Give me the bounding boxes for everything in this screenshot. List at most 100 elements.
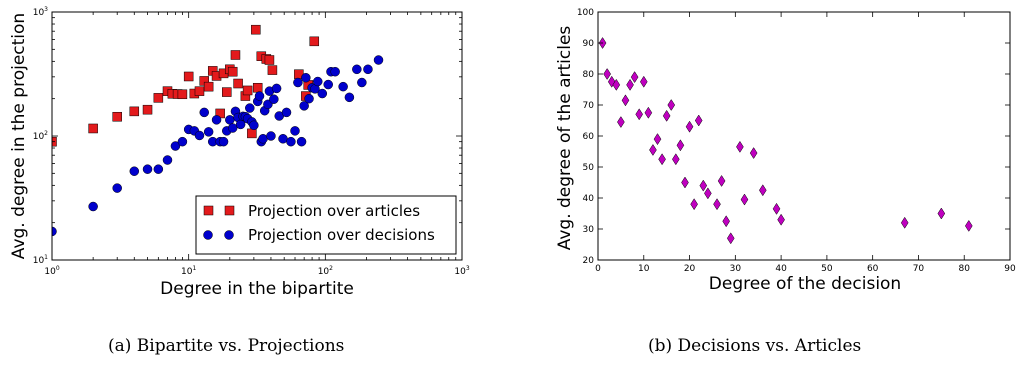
data-point-decisions — [266, 131, 276, 141]
data-point-decision — [694, 114, 703, 127]
data-point-decision — [603, 68, 611, 80]
data-point-decision — [690, 198, 698, 211]
data-point-articles — [233, 78, 243, 89]
y-tick-label: 50 — [583, 163, 595, 173]
data-point-decision — [621, 94, 630, 107]
data-point-decisions — [112, 183, 122, 193]
data-point-decision — [676, 139, 685, 152]
chart-a-y-tick-labels: 101 102 103 — [33, 6, 48, 266]
data-point-decision — [713, 198, 721, 211]
data-point-decision — [759, 184, 767, 197]
data-point-decisions — [225, 115, 235, 125]
data-point-articles — [203, 81, 214, 92]
y-tick-label: 40 — [583, 194, 595, 204]
y-tick-label: 101 — [33, 254, 48, 266]
data-point-decision — [965, 219, 973, 232]
data-point-articles — [88, 123, 98, 134]
chart-b-ticks — [597, 11, 1011, 261]
data-point-decisions — [194, 130, 205, 141]
data-point-decisions — [177, 136, 188, 147]
x-tick-label: 0 — [595, 264, 601, 274]
data-point-decisions — [218, 136, 229, 147]
caption-a: (a) Bipartite vs. Projections — [108, 336, 345, 356]
data-point-decisions — [52, 226, 57, 237]
data-point-decision — [630, 71, 639, 84]
legend-marker-articles — [203, 205, 214, 216]
data-point-decisions — [153, 164, 164, 174]
chart-b-x-tick-labels: 0 10 20 30 40 50 60 70 80 90 — [595, 264, 1016, 274]
chart-b-plot-area — [597, 11, 1011, 261]
data-point-decisions — [373, 55, 384, 65]
data-point-decision — [685, 120, 694, 133]
legend-label-articles: Projection over articles — [248, 202, 420, 220]
data-point-decision — [726, 232, 735, 245]
data-point-decision — [740, 193, 749, 206]
legend-marker-articles — [224, 205, 235, 216]
data-point-articles — [153, 93, 164, 103]
data-point-decision — [772, 202, 781, 215]
chart-b-y-axis-label: Avg. degree of the articles — [555, 26, 575, 251]
caption-b: (b) Decisions vs. Articles — [648, 336, 862, 356]
data-point-decision — [662, 109, 671, 122]
chart-a-ticks — [51, 12, 462, 261]
data-point-decisions — [296, 136, 307, 147]
data-point-decisions — [249, 120, 259, 131]
data-point-decision — [626, 78, 634, 91]
data-point-decisions — [227, 123, 238, 133]
data-point-decision — [717, 174, 726, 187]
data-point-articles — [112, 111, 122, 122]
x-tick-label: 70 — [913, 264, 925, 274]
data-point-articles — [309, 36, 320, 47]
y-tick-label: 80 — [583, 70, 595, 80]
data-point-articles — [242, 85, 253, 96]
chart-a-x-axis-label: Degree in the bipartite — [160, 279, 354, 299]
data-point-articles — [251, 24, 261, 35]
data-point-decisions — [162, 155, 173, 165]
y-tick-label: 70 — [583, 101, 595, 111]
data-point-articles — [247, 128, 257, 139]
data-point-decision — [937, 207, 946, 220]
x-tick-label: 50 — [821, 264, 833, 274]
x-tick-label: 20 — [684, 264, 696, 274]
data-point-decisions — [330, 66, 340, 77]
data-point-decision — [672, 153, 680, 166]
y-tick-label: 20 — [583, 256, 595, 266]
data-point-decision — [635, 108, 643, 121]
data-point-decision — [722, 215, 730, 228]
data-point-articles — [222, 87, 232, 97]
data-point-decisions — [269, 94, 279, 104]
data-point-decisions — [344, 92, 355, 103]
data-point-decisions — [312, 76, 323, 87]
chart-a-y-axis-label: Avg. degree in the projection — [9, 13, 29, 259]
data-point-decisions — [338, 81, 348, 92]
data-point-decisions — [281, 107, 292, 118]
x-tick-label: 10 — [638, 264, 650, 274]
data-point-decision — [649, 143, 657, 156]
data-point-decisions — [301, 72, 311, 83]
data-point-articles — [177, 89, 188, 100]
x-tick-label: 80 — [958, 264, 970, 274]
chart-b-points — [598, 37, 973, 245]
legend-box — [195, 195, 457, 255]
chart-b-x-axis-label: Degree of the decision — [709, 274, 901, 294]
x-tick-label: 101 — [181, 265, 196, 277]
data-point-articles — [142, 104, 153, 115]
y-tick-label: 60 — [583, 132, 595, 142]
data-point-decision — [749, 147, 758, 160]
data-point-decisions — [293, 77, 303, 88]
y-tick-label: 90 — [583, 39, 595, 49]
data-point-decisions — [323, 79, 333, 90]
data-point-decision — [667, 99, 676, 111]
x-tick-label: 103 — [454, 265, 469, 277]
data-point-articles — [230, 50, 241, 60]
data-point-decisions — [199, 107, 209, 118]
x-tick-label: 60 — [867, 264, 879, 274]
data-point-articles — [194, 86, 205, 96]
data-point-decision — [658, 153, 666, 166]
data-point-decisions — [299, 101, 309, 111]
data-point-articles — [252, 82, 263, 93]
data-point-decisions — [357, 77, 367, 88]
data-point-decisions — [170, 141, 181, 151]
y-tick-label: 100 — [577, 8, 594, 18]
